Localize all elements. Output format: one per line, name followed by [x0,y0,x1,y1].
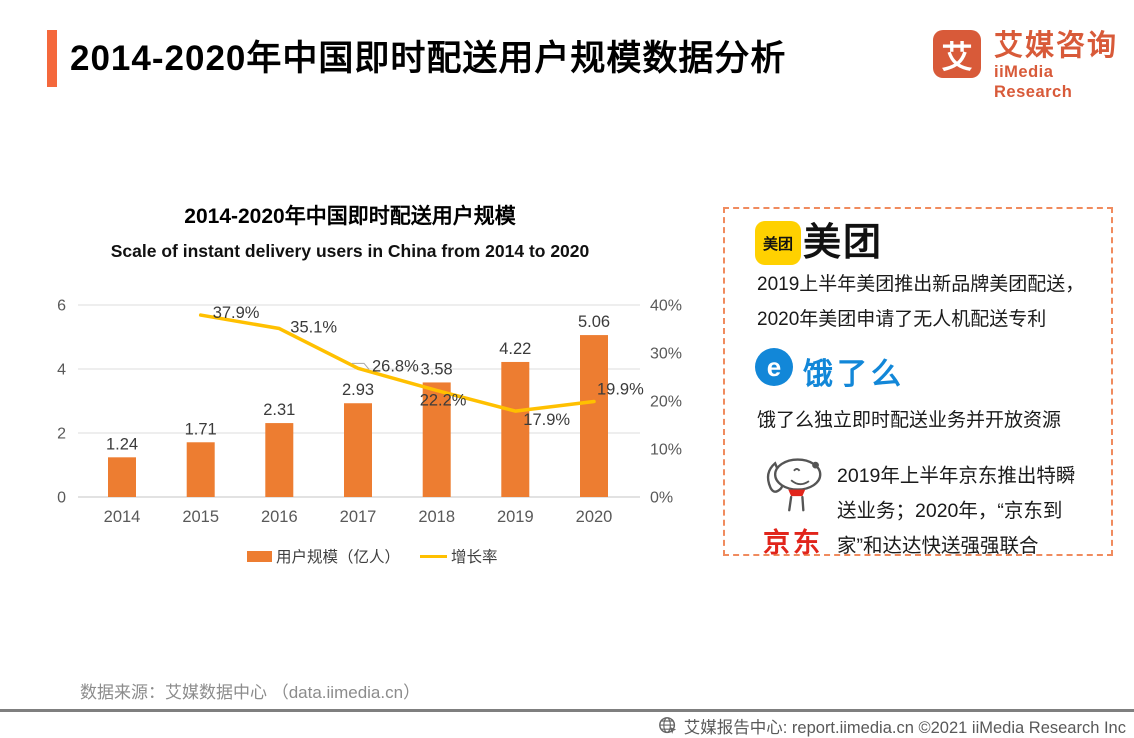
right-axis-tick: 10% [650,442,682,459]
meituan-logo-icon: 美团 [755,221,801,265]
globe-cursor-icon [658,717,676,734]
chart-area: 0 2 4 6 0% 10% 20% 30% 40% 2014 2015 2016 2017 2018 20… [20,290,700,580]
footer-text: 艾媒报告中心: report.iimedia.cn ©2021 iiMedia … [683,719,1126,737]
label-leader-line [352,362,370,370]
brand-name-cn: 艾媒咨询 [994,30,1119,62]
right-axis-tick: 0% [650,490,673,507]
right-axis-tick: 30% [650,346,682,363]
bar-value-label: 1.71 [185,420,217,438]
legend-bar-label: 用户规模（亿人） [276,548,400,566]
meituan-text-line2: 2020年美团申请了无人机配送专利 [757,309,1047,330]
bar-value-label: 3.58 [421,360,453,378]
left-axis-tick: 2 [57,426,66,443]
x-axis-label: 2020 [576,508,613,526]
footer: 艾媒报告中心: report.iimedia.cn ©2021 iiMedia … [658,714,1126,738]
x-axis-label: 2019 [497,508,534,526]
jd-wordmark: 京东 [763,528,823,558]
meituan-text-line1: 2019上半年美团推出新品牌美团配送， [757,274,1085,295]
line-value-label: 22.2% [420,391,467,409]
title-accent-bar [47,30,57,87]
bar-value-label: 1.24 [106,435,138,453]
brand-name-en: iiMedia Research [994,63,1073,101]
jd-logo: 京东 [747,452,839,560]
left-axis-tick: 4 [57,362,66,379]
legend-line-label: 增长率 [451,548,498,566]
jd-text: 2019年上半年京东推出特瞬 送业务；2020年，“京东到 家”和达达快送强强联… [837,459,1109,564]
eleme-logo-icon: e [755,348,793,386]
right-axis-tick: 40% [650,298,682,315]
eleme-text-line1: 饿了么独立即时配送业务并开放资源 [757,410,1062,431]
bar-2014 [108,457,136,497]
x-axis-label: 2015 [182,508,219,526]
bar-2020 [580,335,608,497]
company-info-panel: 美团 美团 2019上半年美团推出新品牌美团配送， 2020年美团申请了无人机配… [723,207,1113,558]
bar-value-label: 5.06 [578,313,610,331]
growth-line [198,313,596,413]
bar-value-label: 2.93 [342,381,374,399]
legend-bar-swatch [247,551,272,562]
bar-2016 [265,423,294,497]
chart-title-en: Scale of instant delivery users in China… [110,241,590,261]
bar-2015 [186,442,215,497]
x-axis-label: 2016 [261,508,298,526]
iimedia-logo-icon: 艾 [933,30,981,78]
iimedia-logo-text: 艾媒咨询 iiMedia Research [994,30,1134,102]
page-title: 2014-2020年中国即时配送用户规模数据分析 [70,39,787,78]
left-axis-tick: 0 [57,490,66,507]
jd-text-line1: 2019年上半年京东推出特瞬 [837,465,1076,487]
bar-2018 [422,382,451,497]
jd-text-line2: 送业务；2020年，“京东到 [837,500,1063,522]
bar-value-label: 2.31 [263,401,295,419]
eleme-wordmark: 饿了么 [803,358,905,391]
line-value-label: 37.9% [213,304,260,322]
bar-2019 [501,361,530,497]
meituan-wordmark: 美团 [803,222,884,264]
user-scale-chart: 0 2 4 6 0% 10% 20% 30% 40% 2014 2015 2016 2017 2018 20… [57,298,682,567]
x-axis-label: 2018 [418,508,455,526]
line-value-label: 19.9% [597,380,644,398]
iimedia-logo: 艾 艾媒咨询 iiMedia Research [933,30,1134,102]
bar-value-label: 4.22 [499,340,531,358]
line-value-label: 35.1% [290,319,337,337]
line-value-label: 26.8% [372,357,419,375]
line-value-label: 17.9% [523,411,570,429]
chart-title-cn: 2014-2020年中国即时配送用户规模 [184,205,516,228]
data-source-note: 数据来源：艾媒数据中心 （data.iimedia.cn） [80,683,421,702]
jd-text-line3: 家”和达达快送强强联合 [837,535,1039,557]
bar-2017 [344,403,372,497]
left-axis-tick: 6 [57,298,66,315]
jd-dog-icon [766,458,822,512]
footer-divider [0,709,1134,712]
x-axis-label: 2014 [104,508,141,526]
x-axis-label: 2017 [340,508,377,526]
right-axis-tick: 20% [650,394,682,411]
